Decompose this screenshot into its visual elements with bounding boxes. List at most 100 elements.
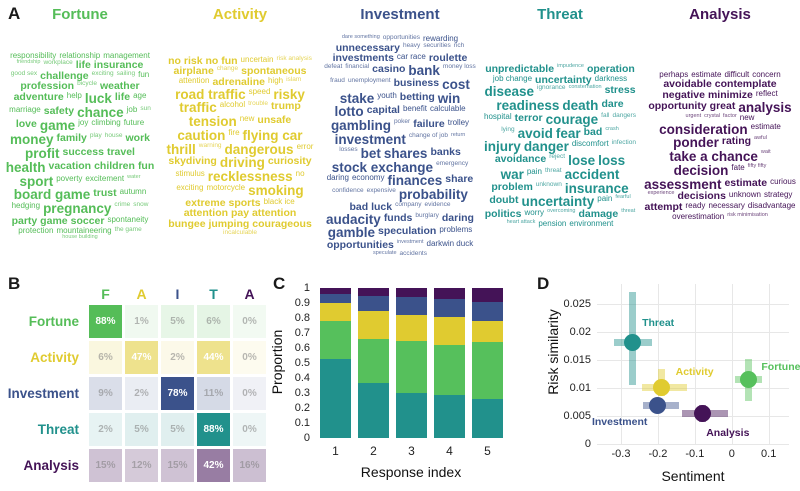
cloud-word: securities: [423, 41, 451, 49]
matrix-col-header: A: [244, 286, 255, 302]
matrix-row-label: Fortune: [28, 314, 79, 329]
cloud-word: bungee jumping: [168, 218, 250, 231]
bar-segment-threat: [358, 382, 389, 438]
cloud-word: excitement: [85, 173, 125, 183]
cloud-word: necessary: [708, 201, 745, 211]
cloud-word: gambling: [330, 118, 391, 134]
matrix-cell: 0%: [233, 413, 266, 446]
cloud-word: bicycle: [77, 80, 97, 88]
cloud-word: uncertainty: [535, 73, 592, 86]
scatter-point-fortune: [739, 370, 757, 388]
matrix-cell: 5%: [161, 413, 194, 446]
cloud-word: change: [216, 65, 239, 73]
matrix-cell: 5%: [161, 305, 194, 338]
cloud-title: Fortune: [52, 6, 108, 23]
scatter-label-investment: Investment: [591, 415, 648, 428]
matrix-cell: 0%: [233, 305, 266, 338]
c-plot-area: 0 0.1 0.2 0.3 0.4 0.5 0.6 0.7 0.8 0.9 1 1 2 3 4 5: [295, 282, 507, 458]
c-x-tick-label: 2: [370, 444, 377, 458]
cloud-word: speculate: [372, 249, 397, 256]
cloud-word: overestimation: [672, 211, 725, 221]
cloud-word: money: [9, 132, 54, 148]
d-y-tick-label: 0.025: [563, 297, 591, 310]
cloud-word: sailing: [116, 69, 136, 77]
d-gridline: [597, 387, 789, 389]
c-x-axis-label: Response index: [360, 464, 462, 480]
scatter-label-activity: Activity: [675, 365, 714, 378]
cloud-word: daring: [441, 211, 474, 224]
cloud-word: profit: [25, 146, 60, 162]
cloud-word: fearful: [615, 194, 631, 201]
d-gridline: [694, 284, 696, 444]
cloud-word: weather: [99, 80, 140, 93]
scatter-label-threat: Threat: [642, 316, 675, 329]
bar-segment-threat: [396, 393, 427, 438]
matrix-col-header: A: [136, 286, 147, 302]
cloud-word: bad: [583, 125, 603, 138]
bar-segment-threat: [472, 399, 503, 438]
cloud-word: environment: [569, 218, 614, 228]
matrix-cell: 9%: [89, 377, 122, 410]
cloud-word: burglary: [415, 211, 439, 219]
panel-b-letter: B: [8, 274, 21, 293]
matrix-row-label: Threat: [37, 422, 79, 437]
bar-segment-analysis: [434, 288, 465, 299]
c-x-tick-label: 5: [484, 444, 491, 458]
d-plot-area: -0.3 -0.2 -0.1 0 0.1 0 0.005 0.01 0.015 0.02 0.025…: [563, 284, 800, 460]
cloud-word: stake: [339, 90, 375, 106]
cloud-word: rewarding: [423, 33, 459, 43]
cloud-word: impudence: [557, 62, 584, 69]
cloud-word: stress: [604, 84, 636, 97]
cloud-word: awful: [754, 135, 767, 142]
bar-segment-investment: [434, 298, 465, 317]
matrix-cell: 11%: [197, 377, 230, 410]
bar-segment-fortune: [396, 340, 427, 393]
matrix-row-label: Activity: [30, 350, 79, 365]
panel-a-letter: A: [8, 4, 21, 23]
cloud-word: estimate: [750, 121, 781, 131]
cloud-word: negative: [662, 88, 705, 101]
cloud-word: travel: [106, 146, 135, 159]
cloud-word: new: [739, 113, 755, 123]
d-x-tick-label: -0.2: [648, 448, 668, 460]
cloud-word: house building: [62, 233, 98, 240]
matrix-cell: 78%: [161, 377, 194, 410]
cloud-word: failure: [413, 118, 445, 131]
cloud-word: defeat: [324, 63, 343, 71]
cloud-word: unemployment: [347, 76, 391, 84]
stacked-bar: [396, 288, 427, 438]
bar-segment-investment: [320, 294, 351, 303]
cloud-word: smoking: [248, 182, 304, 198]
matrix-cell: 15%: [89, 449, 122, 482]
cloud-word: lying: [501, 125, 515, 133]
cloud-word: incalculable: [223, 228, 257, 236]
cloud-word: work: [125, 132, 151, 145]
cloud-word: disadvantage: [747, 201, 796, 211]
cloud-word: safety: [43, 104, 75, 117]
cloud-word: capital: [366, 104, 400, 117]
c-y-tick-label: 1: [303, 282, 310, 294]
cloud-word: politics: [484, 208, 522, 221]
cloud-word: help: [66, 90, 82, 100]
cloud-word: dare something: [341, 33, 380, 40]
cloud-word: party game: [11, 214, 68, 227]
cloud-word: the game: [114, 225, 142, 233]
d-y-axis-label: Risk similarity: [545, 309, 561, 395]
cloud-word: casino: [372, 63, 406, 76]
cloud-words: unpredictable impudence operation job chang…: [484, 26, 636, 266]
cloud-word: accidents: [399, 249, 427, 257]
cloud-word: infection: [611, 139, 636, 147]
cloud-word: mountaineering: [56, 225, 112, 235]
bar-segment-investment: [358, 295, 389, 311]
cloud-word: youth: [377, 90, 397, 100]
panel-d-letter: D: [537, 274, 550, 293]
d-gridline: [621, 284, 622, 444]
panel-a: A Fortune responsibility relationship manag…: [6, 4, 796, 266]
matrix-cell: 6%: [89, 341, 122, 374]
cloud-word: bank: [408, 63, 440, 79]
cloud-word: share: [445, 173, 474, 186]
cloud-word: unknown: [728, 190, 761, 200]
d-gridline: [597, 415, 789, 417]
cloud-word: perhaps: [659, 70, 689, 80]
cloud-word: extreme sports: [185, 196, 261, 209]
